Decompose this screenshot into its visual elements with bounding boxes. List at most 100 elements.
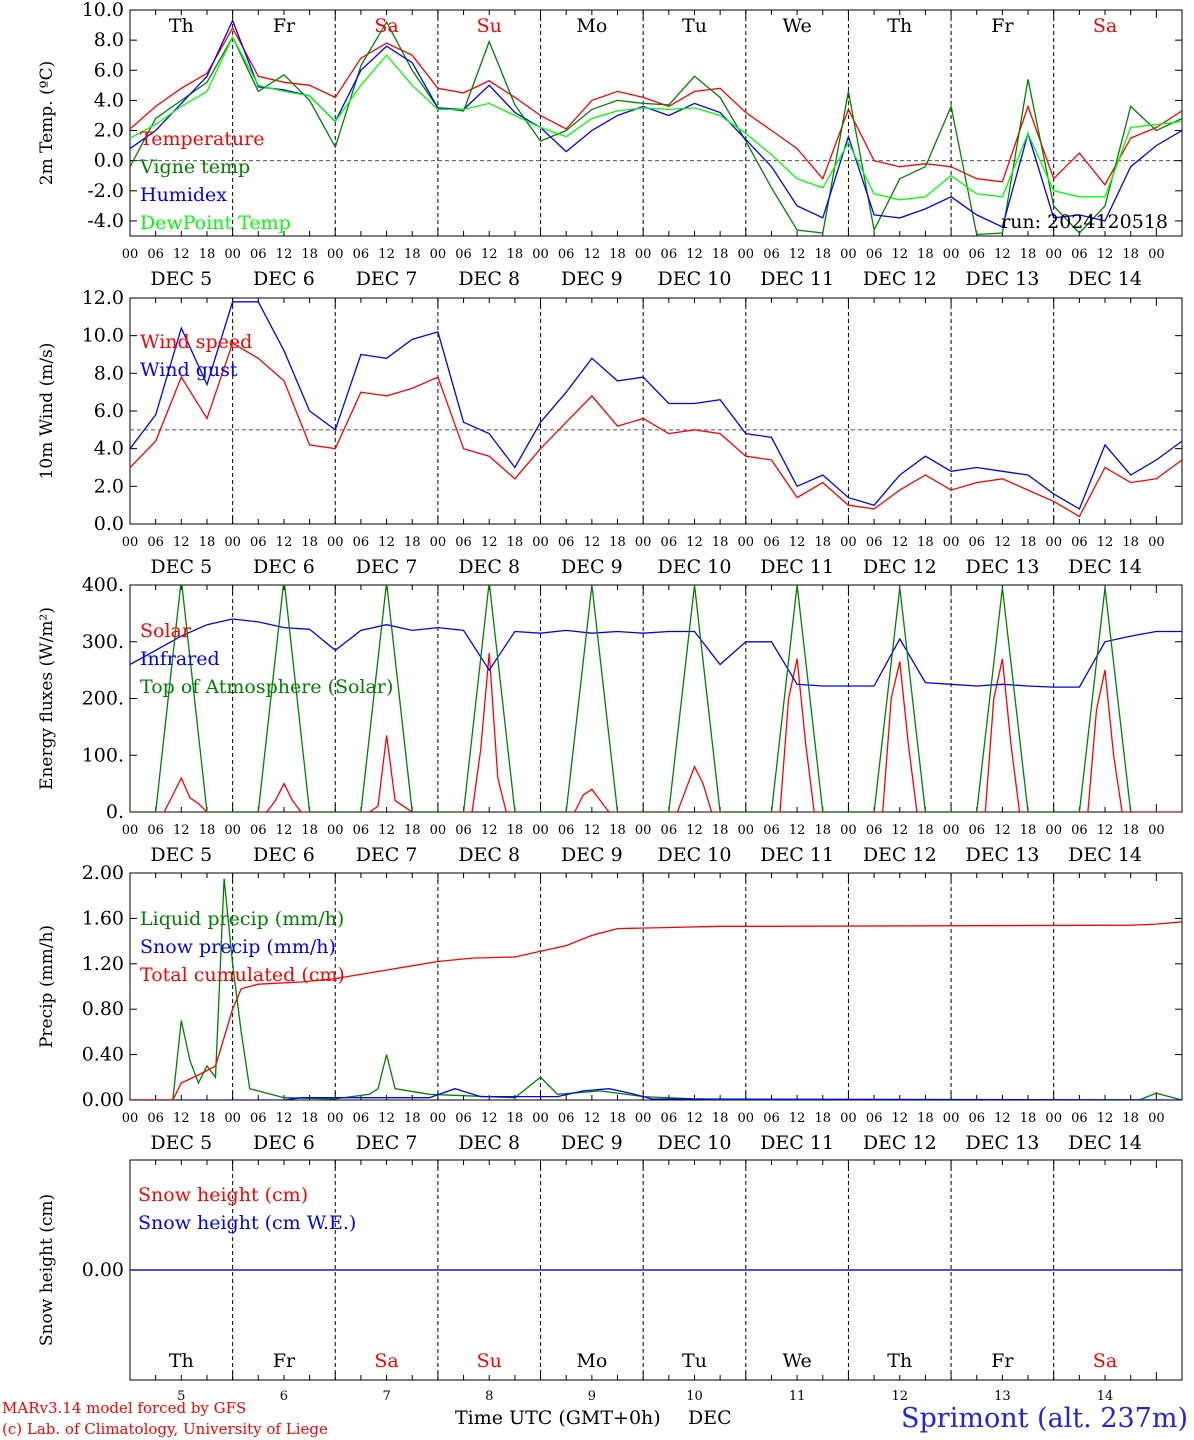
day-number: 10 [686, 1389, 703, 1404]
y-tick-label: 6.0 [94, 400, 124, 422]
hour-label: 12 [481, 823, 498, 838]
hour-label: 00 [1148, 1111, 1165, 1126]
date-label: DEC 13 [965, 1132, 1039, 1154]
legend-entry: Wind speed [140, 331, 252, 353]
y-tick-label: 2.0 [94, 475, 124, 497]
hour-label: 06 [1071, 247, 1088, 262]
date-label: DEC 9 [561, 844, 623, 866]
hour-label: 18 [404, 823, 421, 838]
hour-label: 12 [276, 823, 293, 838]
hour-label: 12 [584, 1111, 601, 1126]
hour-label: 06 [455, 247, 472, 262]
y-tick-label: 200. [82, 688, 124, 710]
legend-entry: Snow precip (mm/h) [140, 936, 336, 958]
hour-label: 12 [584, 247, 601, 262]
hour-label: 18 [712, 535, 729, 550]
hour-label: 18 [1122, 247, 1139, 262]
date-label: DEC 7 [356, 268, 418, 290]
day-abbr: Sa [1093, 1350, 1117, 1372]
hour-label: 18 [404, 1111, 421, 1126]
hour-label: 12 [686, 535, 703, 550]
hour-label: 18 [199, 535, 216, 550]
y-tick-label: 6.0 [94, 59, 124, 81]
hour-label: 00 [840, 247, 857, 262]
plot-frame [129, 297, 1183, 525]
hour-label: 18 [507, 1111, 524, 1126]
day-abbr: Fr [273, 15, 296, 37]
hour-label: 06 [558, 1111, 575, 1126]
series-line-vigne-temp [130, 20, 1182, 236]
y-tick-label: 0.80 [82, 998, 124, 1020]
hour-label: 00 [1148, 247, 1165, 262]
hour-label: 12 [584, 823, 601, 838]
day-abbr: Tu [682, 15, 707, 37]
hour-label: 12 [891, 247, 908, 262]
date-label: DEC 6 [253, 844, 315, 866]
date-label: DEC 13 [965, 556, 1039, 578]
series-line-wind-gust [130, 301, 1182, 510]
hour-label: 00 [1045, 823, 1062, 838]
hour-label: 00 [532, 247, 549, 262]
day-abbr: Fr [273, 1350, 296, 1372]
hour-label: 00 [532, 823, 549, 838]
y-tick-label: 0.40 [82, 1044, 124, 1066]
hour-label: 18 [609, 535, 626, 550]
legend-entry: Solar [140, 620, 192, 642]
hour-label: 12 [789, 1111, 806, 1126]
hour-label: 06 [250, 247, 267, 262]
hour-label: 18 [712, 1111, 729, 1126]
hour-label: 00 [840, 1111, 857, 1126]
hour-label: 06 [661, 535, 678, 550]
date-label: DEC 10 [658, 268, 732, 290]
hour-label: 06 [661, 823, 678, 838]
series-line-dewpoint-temp [130, 35, 1182, 201]
hour-label: 06 [558, 535, 575, 550]
hour-label: 12 [891, 1111, 908, 1126]
date-label: DEC 6 [253, 268, 315, 290]
day-number: 5 [177, 1389, 185, 1404]
hour-label: 06 [763, 247, 780, 262]
day-abbr: Sa [374, 1350, 398, 1372]
date-label: DEC 12 [863, 268, 937, 290]
hour-label: 06 [1071, 535, 1088, 550]
date-label: DEC 14 [1068, 556, 1142, 578]
date-label: DEC 6 [253, 1132, 315, 1154]
day-number: 9 [588, 1389, 596, 1404]
hour-label: 06 [353, 823, 370, 838]
y-tick-label: 2.00 [82, 862, 124, 884]
time-axis-label: Time UTC (GMT+0h) [455, 1407, 661, 1429]
y-tick-label: 400. [82, 574, 124, 596]
y-tick-label: 0. [106, 801, 124, 823]
day-number: 7 [382, 1389, 390, 1404]
hour-label: 06 [763, 535, 780, 550]
y-tick-label: -2.0 [87, 180, 124, 202]
y-tick-label: 10.0 [82, 0, 124, 21]
date-label: DEC 5 [150, 1132, 212, 1154]
hour-label: 18 [815, 1111, 832, 1126]
y-tick-label: 0.0 [94, 513, 124, 535]
hour-label: 06 [763, 1111, 780, 1126]
series-line-humidex [130, 18, 1182, 228]
day-abbr: Th [169, 1350, 194, 1372]
y-tick-label: 0.00 [82, 1259, 124, 1281]
legend-entry: DewPoint Temp [140, 212, 291, 234]
date-label: DEC 9 [561, 556, 623, 578]
hour-label: 00 [738, 247, 755, 262]
y-tick-label: 300. [82, 631, 124, 653]
date-label: DEC 5 [150, 844, 212, 866]
hour-label: 06 [147, 535, 164, 550]
hour-label: 06 [661, 1111, 678, 1126]
hour-label: 00 [840, 823, 857, 838]
day-abbr: Su [477, 1350, 502, 1372]
date-label: DEC 10 [658, 556, 732, 578]
hour-label: 06 [1071, 1111, 1088, 1126]
hour-label: 06 [558, 823, 575, 838]
hour-label: 00 [327, 1111, 344, 1126]
legend-entry: Humidex [140, 184, 227, 206]
y-tick-label: 8.0 [94, 362, 124, 384]
day-abbr: Th [887, 1350, 912, 1372]
hour-label: 00 [122, 535, 139, 550]
hour-label: 12 [994, 247, 1011, 262]
hour-label: 06 [250, 1111, 267, 1126]
day-number: 8 [485, 1389, 493, 1404]
